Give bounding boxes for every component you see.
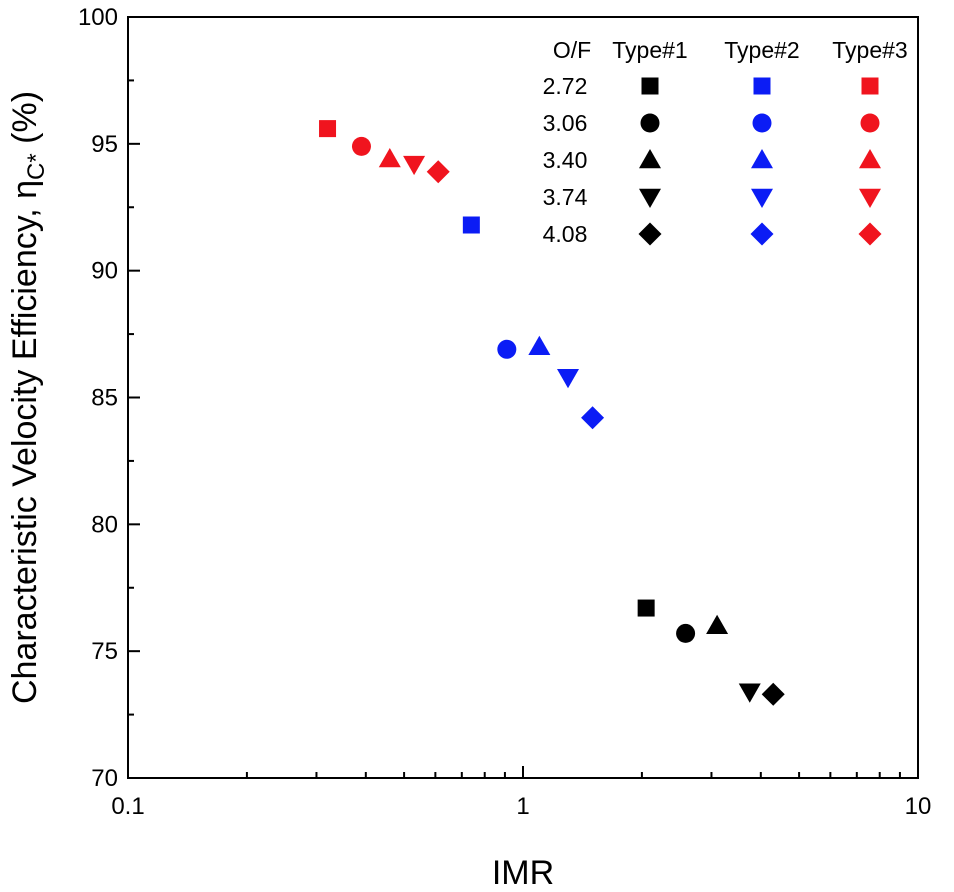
y-tick-label: 100: [78, 4, 118, 31]
legend-marker-diamond: [858, 222, 882, 246]
y-axis-title-prefix: Characteristic Velocity Efficiency,: [6, 199, 44, 704]
legend-marker-circle: [860, 113, 880, 133]
legend-of-label: 4.08: [543, 221, 588, 247]
data-point-square: [462, 216, 480, 234]
legend-marker-square: [641, 77, 659, 95]
legend-marker-circle: [640, 113, 660, 133]
y-axis-title-subscript: C*: [23, 153, 50, 180]
x-tick-label: 10: [905, 793, 932, 820]
data-point-square: [319, 120, 337, 138]
y-tick-label: 95: [91, 131, 118, 158]
legend-of-label: 2.72: [543, 73, 588, 99]
data-point-diamond: [426, 160, 450, 184]
legend-marker-triangle-down: [751, 188, 773, 208]
legend-of-label: 3.74: [543, 184, 588, 210]
y-tick-label: 75: [91, 638, 118, 665]
series-type3: [319, 120, 450, 184]
legend-marker-square: [753, 77, 771, 95]
data-point-circle: [497, 339, 517, 359]
x-tick-label: 0.1: [111, 793, 144, 820]
y-axis-title: Characteristic Velocity Efficiency, ηC* …: [6, 91, 50, 704]
legend-of-label: 3.40: [543, 147, 588, 173]
legend-marker-triangle-down: [859, 188, 881, 208]
data-point-triangle-down: [738, 683, 761, 703]
minor-ticks-layer: [128, 79, 901, 778]
data-point-triangle-up: [706, 614, 729, 635]
data-point-triangle-down: [403, 155, 426, 176]
plot-frame: [127, 16, 919, 779]
legend-marker-triangle-down: [639, 188, 661, 208]
data-points-layer: [319, 120, 785, 706]
legend-marker-circle: [752, 113, 772, 133]
legend-header-2: Type#2: [724, 37, 799, 63]
series-type2: [462, 216, 605, 430]
legend-header-0: O/F: [553, 37, 591, 63]
legend-header-1: Type#1: [612, 37, 687, 63]
data-point-circle: [676, 623, 696, 643]
legend-marker-square: [861, 77, 879, 95]
legend-of-label: 3.06: [543, 110, 588, 136]
data-point-diamond: [761, 682, 785, 706]
legend: O/F Type#1 Type#2 Type#3 2.72 3.06 3.40 3.74 4.0…: [543, 37, 908, 247]
x-axis-title: IMR: [492, 854, 554, 892]
y-tick-label: 90: [91, 258, 118, 285]
legend-marker-triangle-up: [751, 149, 773, 169]
axes-layer: 70 75 80 85 90 95 100 0.1 1 10: [78, 4, 931, 820]
x-tick-label: 1: [516, 793, 529, 820]
data-point-triangle-down: [557, 368, 580, 389]
y-tick-label: 70: [91, 765, 118, 792]
y-axis-title-symbol: η: [6, 180, 44, 199]
data-point-triangle-up: [378, 148, 401, 168]
data-point-triangle-up: [528, 335, 551, 356]
legend-marker-triangle-up: [639, 149, 661, 169]
legend-marker-triangle-up: [859, 149, 881, 169]
data-point-circle: [351, 136, 371, 156]
y-tick-label: 85: [91, 385, 118, 412]
y-tick-label: 80: [91, 511, 118, 538]
series-type1: [637, 599, 785, 706]
legend-header-3: Type#3: [832, 37, 907, 63]
data-point-square: [637, 599, 655, 617]
data-point-diamond: [581, 406, 605, 430]
y-axis-title-suffix: (%): [6, 91, 44, 153]
legend-marker-diamond: [638, 222, 662, 246]
legend-marker-diamond: [750, 222, 774, 246]
